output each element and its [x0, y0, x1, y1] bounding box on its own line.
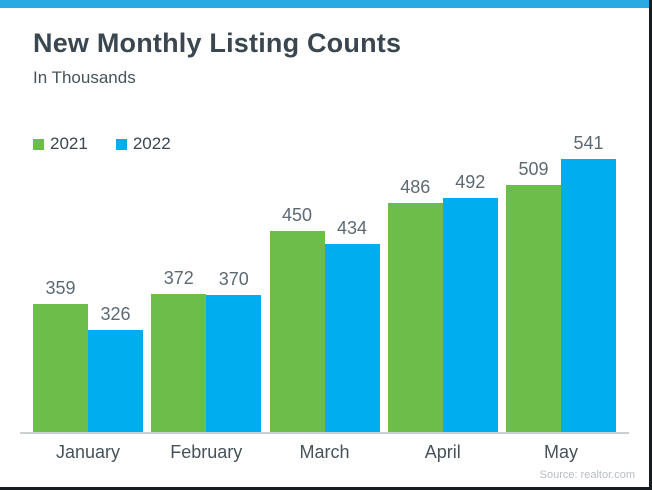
bar-value-label: 359: [45, 278, 76, 299]
chart-title: New Monthly Listing Counts: [33, 28, 402, 58]
bar-2022-january: [88, 330, 143, 433]
x-axis-label-january: January: [55, 442, 121, 463]
bar-wrap-2021-april: 486: [387, 177, 443, 433]
legend-label-2021: 2021: [50, 134, 88, 154]
bar-value-label: 486: [400, 177, 431, 198]
legend-item-2021: 2021: [33, 134, 88, 154]
plot-area: 359 326 372 370 450 434 486 492 509 541: [20, 132, 629, 433]
bar-2021-may: [506, 185, 561, 433]
x-axis-label-april: April: [424, 442, 461, 463]
x-axis-row: January February March April May: [20, 434, 629, 463]
bar-2021-april: [387, 203, 443, 433]
bar-value-label: 370: [218, 269, 249, 290]
bar-group-february: 372 370: [151, 268, 262, 433]
x-axis-label-march: March: [299, 442, 350, 463]
bar-group-may: 509 541: [506, 133, 616, 433]
bar-2021-january: [33, 304, 88, 433]
bar-value-label: 372: [163, 268, 194, 289]
bar-value-label: 541: [573, 133, 604, 154]
bar-2022-march: [324, 244, 380, 433]
legend: 2021 2022: [33, 134, 171, 154]
legend-item-2022: 2022: [115, 134, 171, 154]
legend-swatch-2022: [115, 138, 127, 150]
bar-wrap-2021-february: 372: [151, 268, 207, 433]
bar-wrap-2022-may: 541: [561, 133, 616, 433]
bar-wrap-2022-january: 326: [88, 304, 143, 433]
bar-group-march: 450 434: [269, 205, 380, 433]
bar-wrap-2021-march: 450: [269, 205, 325, 433]
bar-2021-march: [269, 231, 325, 433]
chart-header: New Monthly Listing Counts In Thousands: [0, 8, 649, 88]
chart-subtitle: In Thousands: [33, 68, 136, 88]
bar-value-label: 326: [100, 304, 131, 325]
top-accent-bar: [0, 0, 649, 8]
bar-2022-may: [561, 159, 616, 433]
legend-label-2022: 2022: [132, 134, 171, 154]
bar-2021-february: [151, 294, 207, 433]
bar-2022-april: [442, 198, 498, 433]
bar-group-january: 359 326: [33, 278, 143, 433]
bar-wrap-2022-march: 434: [324, 218, 380, 433]
bar-value-label: 450: [281, 205, 313, 226]
bar-value-label: 492: [455, 172, 486, 193]
legend-swatch-2021: [33, 138, 44, 150]
bar-value-label: 434: [336, 218, 368, 239]
bar-wrap-2022-april: 492: [442, 172, 498, 433]
plot-outer: 2021 2022 359 326 372 370 450 434 486 492 509 541: [20, 132, 629, 435]
bar-value-label: 509: [518, 159, 549, 180]
x-axis-label-may: May: [543, 442, 578, 463]
source-credit: Source: realtor.com: [539, 469, 635, 481]
bar-wrap-2021-january: 359: [33, 278, 88, 433]
bar-group-april: 486 492: [387, 172, 498, 433]
bar-wrap-2021-may: 509: [506, 159, 561, 433]
bar-2022-february: [206, 295, 262, 433]
x-axis-label-february: February: [170, 442, 243, 463]
bar-wrap-2022-february: 370: [206, 269, 262, 433]
